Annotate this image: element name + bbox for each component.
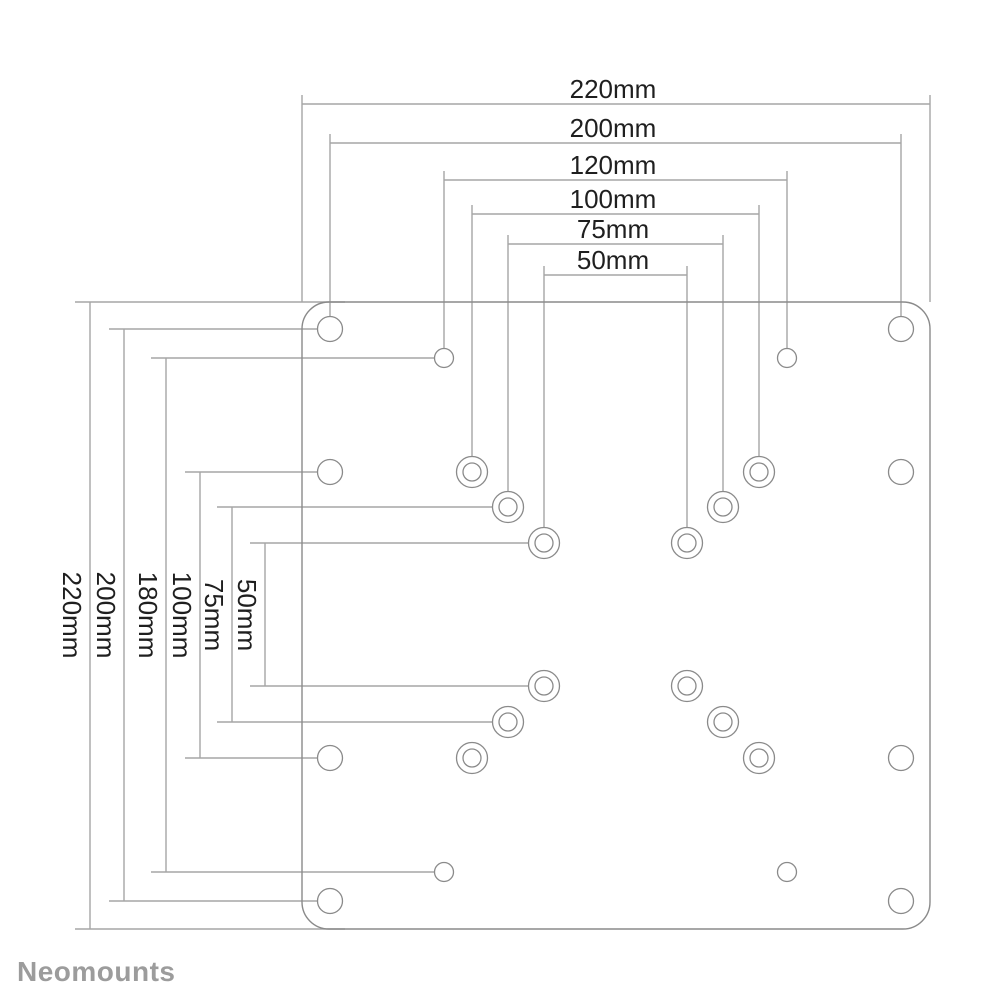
top-dimension-label: 100mm [570, 184, 657, 214]
grommet-50-inner [534, 676, 554, 696]
corner-hole [887, 315, 915, 343]
grommet-100-inner [462, 748, 482, 768]
corner-hole [316, 315, 344, 343]
top-dimension-label: 220mm [570, 74, 657, 104]
left-dimension-label: 220mm [57, 572, 87, 659]
small-hole [776, 861, 798, 883]
mid-edge-hole [887, 458, 915, 486]
small-hole [776, 347, 798, 369]
left-dimension-label: 100mm [167, 572, 197, 659]
grommet-100-inner [462, 462, 482, 482]
brand-logo: Neomounts [17, 956, 176, 987]
left-dimension-label: 75mm [199, 579, 229, 651]
small-hole [433, 347, 455, 369]
grommet-75-inner [713, 497, 733, 517]
grommet-75-inner [713, 712, 733, 732]
top-dimension-label: 120mm [570, 150, 657, 180]
grommet-50-inner [677, 676, 697, 696]
grommet-100-inner [749, 462, 769, 482]
grommet-75-inner [498, 497, 518, 517]
top-dimension-label: 50mm [577, 245, 649, 275]
left-dimension-label: 180mm [133, 572, 163, 659]
grommet-75-inner [498, 712, 518, 732]
plate-outline [301, 301, 931, 930]
left-dimension-label: 50mm [232, 579, 262, 651]
grommet-100-inner [749, 748, 769, 768]
top-dimension-label: 200mm [570, 113, 657, 143]
corner-hole [887, 887, 915, 915]
small-hole [433, 861, 455, 883]
mid-edge-hole [316, 458, 344, 486]
mid-edge-hole [887, 744, 915, 772]
grommet-50-inner [677, 533, 697, 553]
mid-edge-hole [316, 744, 344, 772]
top-dimension-label: 75mm [577, 214, 649, 244]
left-dimension-label: 200mm [91, 572, 121, 659]
corner-hole [316, 887, 344, 915]
grommet-50-inner [534, 533, 554, 553]
